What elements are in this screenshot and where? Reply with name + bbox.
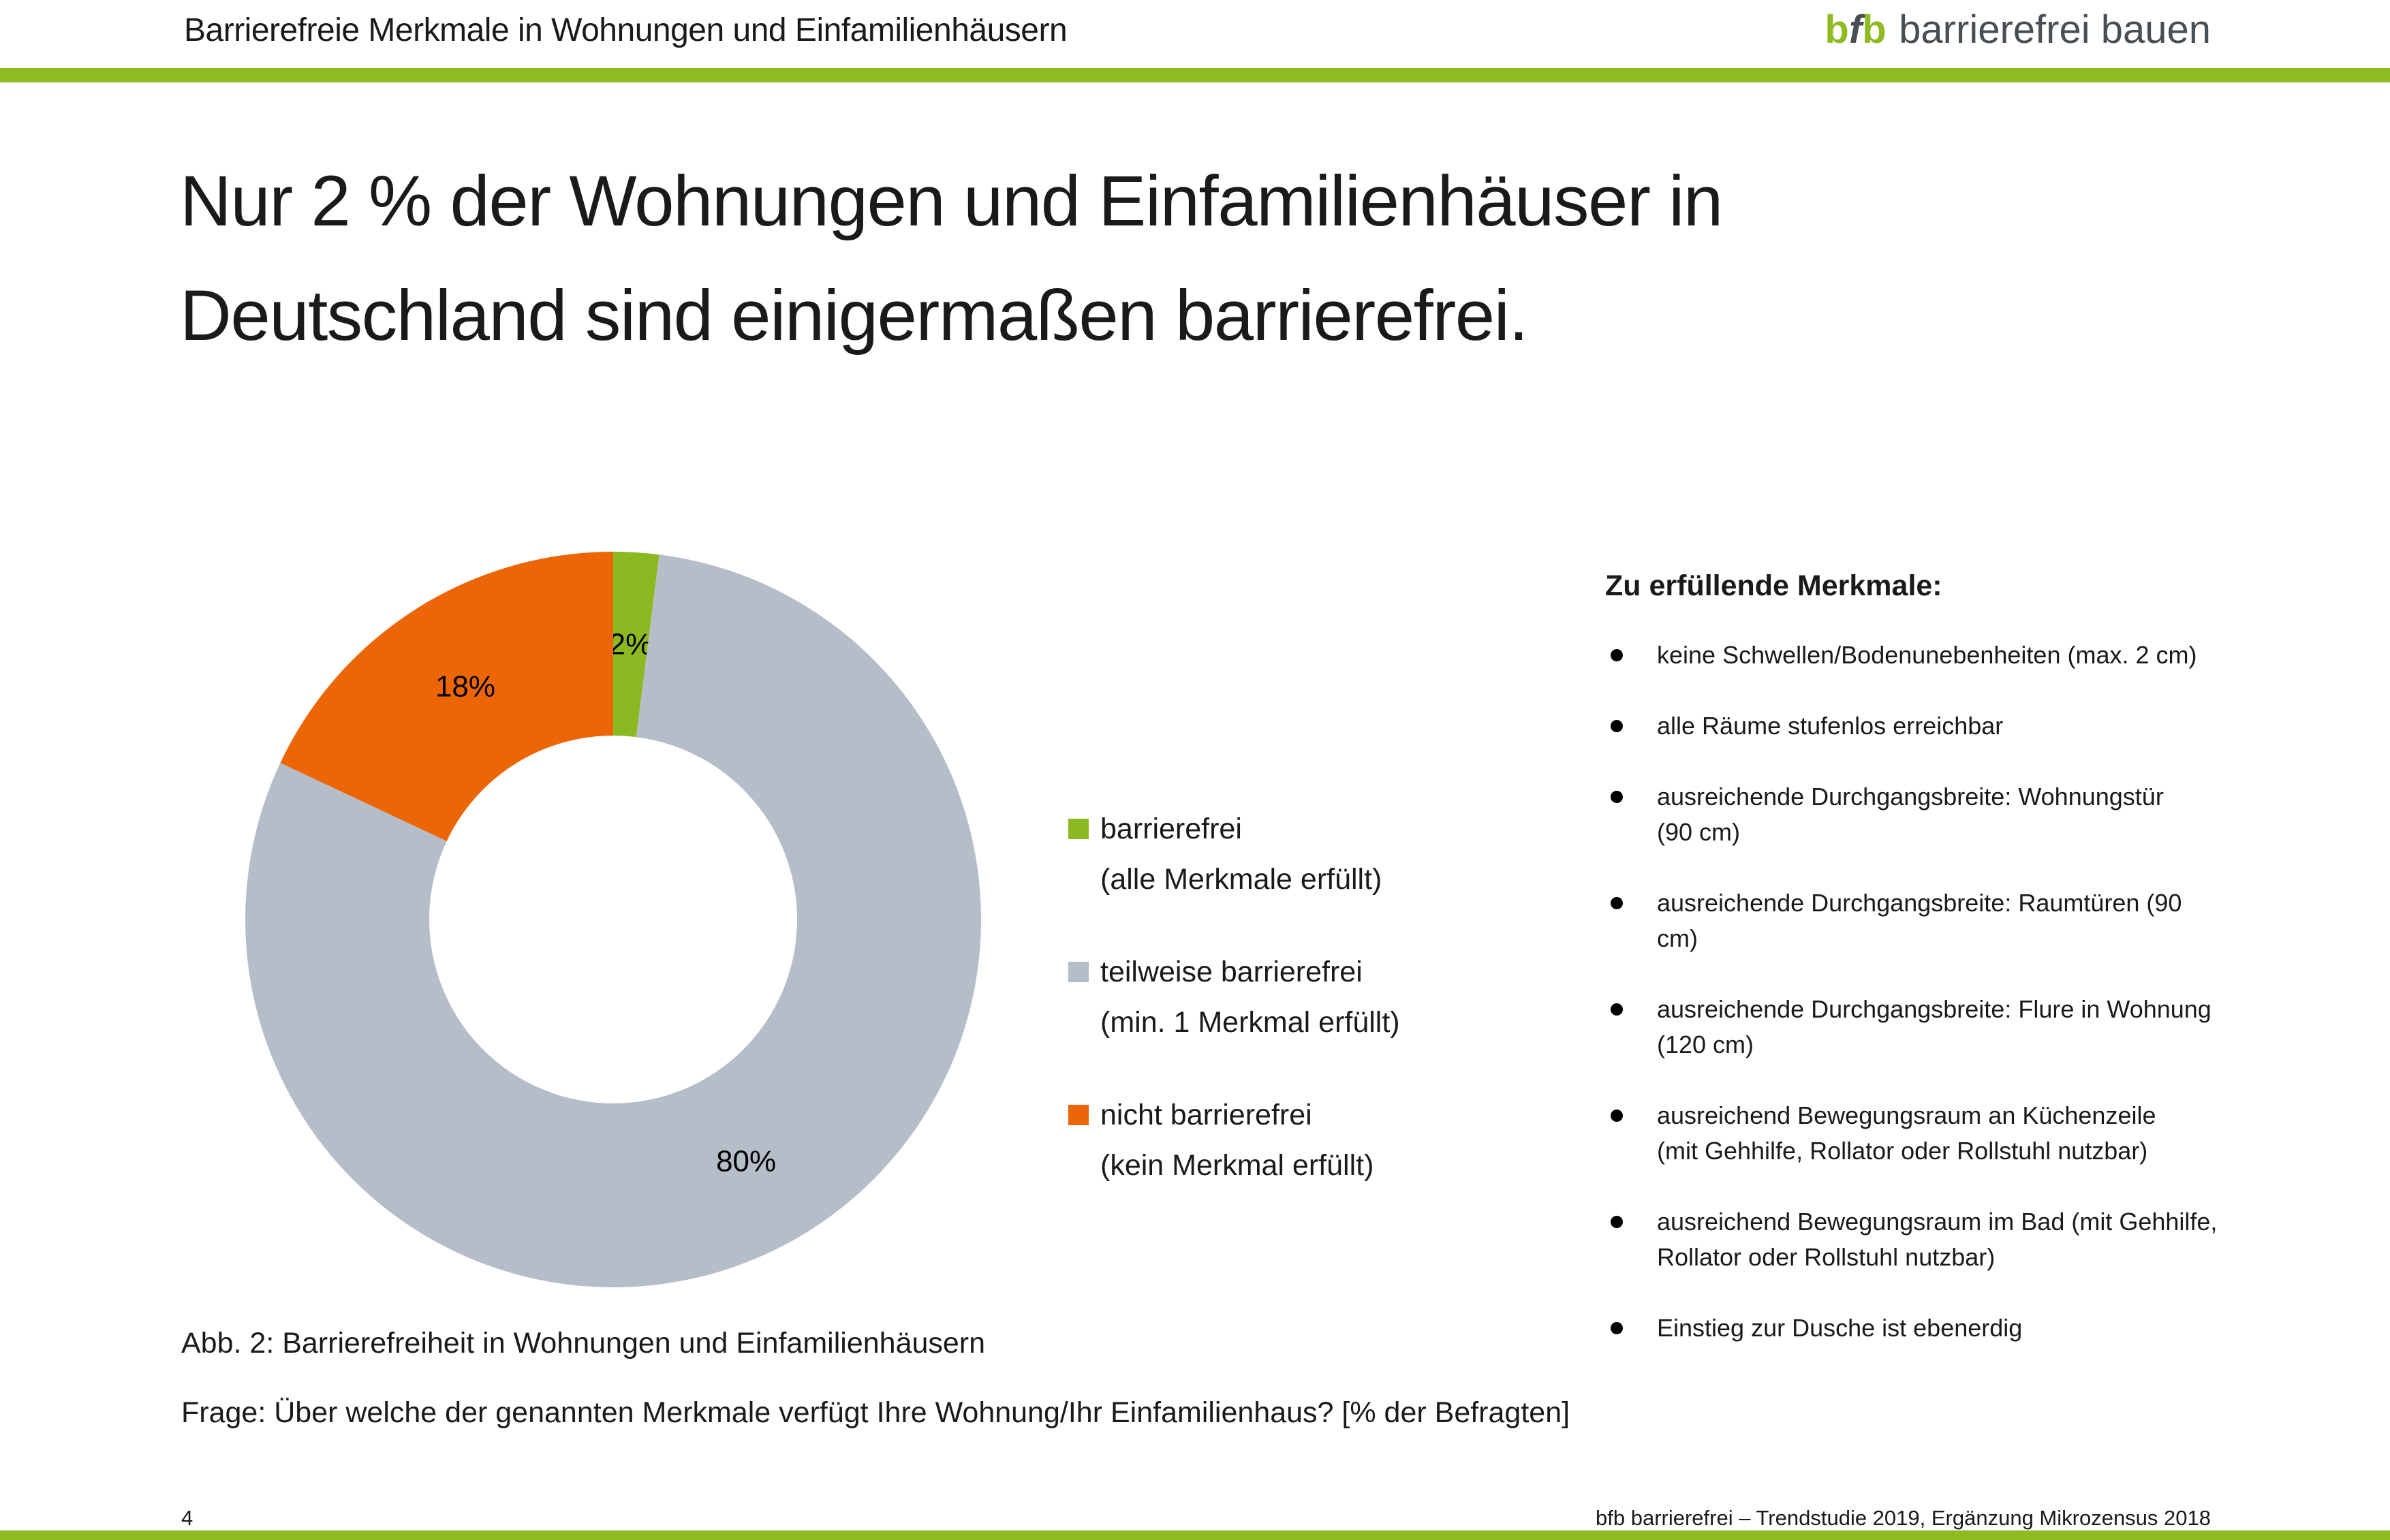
legend-item-teilweise-barrierefrei: teilweise barrierefrei (min. 1 Merkmal e… [1068, 947, 1400, 1048]
legend-label: barrierefrei [1100, 813, 1242, 845]
list-item: keine Schwellen/Bodenunebenheiten (max. … [1605, 638, 2225, 673]
donut-data-label-1: 80% [716, 1144, 776, 1178]
criteria-list: keine Schwellen/Bodenunebenheiten (max. … [1605, 638, 2225, 1346]
donut-data-label-2: 18% [435, 670, 495, 704]
list-item-text: alle Räume stufenlos erreichbar [1657, 712, 2004, 740]
list-item-text: ausreichende Durchgangsbreite: Raumtüren… [1657, 889, 2182, 952]
bullet-icon [1611, 1110, 1623, 1122]
list-item: ausreichende Durchgangsbreite: Raumtüren… [1605, 885, 2225, 956]
bullet-icon [1611, 720, 1623, 732]
chart-legend: barrierefrei (alle Merkmale erfüllt) tei… [1068, 804, 1400, 1233]
footer-source: bfb barrierefrei – Trendstudie 2019, Erg… [1596, 1506, 2211, 1530]
list-item-text: ausreichend Bewegungsraum an Küchenzeile… [1657, 1101, 2156, 1165]
donut-slice-barrierefrei [613, 552, 659, 738]
bullet-icon [1611, 1216, 1623, 1228]
legend-sublabel: (alle Merkmale erfüllt) [1100, 863, 1382, 896]
logo-b1: b [1825, 7, 1849, 52]
logo-b2: b [1862, 7, 1887, 52]
bullet-icon [1611, 1322, 1623, 1334]
survey-question-caption: Frage: Über welche der genannten Merkmal… [181, 1396, 1570, 1429]
bullet-icon [1611, 897, 1623, 909]
donut-slice-nicht-barrierefrei [280, 552, 613, 842]
legend-swatch-green [1068, 819, 1089, 839]
bfb-logo: bfb barrierefrei bauen [1825, 5, 2211, 54]
legend-swatch-gray [1068, 962, 1089, 982]
top-green-bar [0, 68, 2390, 82]
list-item: ausreichende Durchgangsbreite: Wohnungst… [1605, 779, 2225, 850]
figure-caption: Abb. 2: Barrierefreiheit in Wohnungen un… [181, 1327, 986, 1360]
list-item-text: keine Schwellen/Bodenunebenheiten (max. … [1657, 641, 2197, 669]
list-item: ausreichende Durchgangsbreite: Flure in … [1605, 992, 2225, 1063]
legend-item-barrierefrei: barrierefrei (alle Merkmale erfüllt) [1068, 804, 1400, 905]
list-item: Einstieg zur Dusche ist ebenerdig [1605, 1310, 2225, 1346]
slide-headline: Nur 2 % der Wohnungen und Einfamilienhäu… [180, 161, 1723, 356]
page-number: 4 [181, 1506, 193, 1530]
bullet-icon [1611, 1003, 1623, 1016]
logo-text: barrierefrei bauen [1899, 7, 2211, 52]
header-title: Barrierefreie Merkmale in Wohnungen und … [184, 12, 1068, 48]
list-item-text: ausreichend Bewegungsraum im Bad (mit Ge… [1657, 1208, 2218, 1271]
legend-sublabel: (min. 1 Merkmal erfüllt) [1100, 1006, 1400, 1039]
bullet-icon [1611, 649, 1623, 661]
legend-label: nicht barrierefrei [1100, 1099, 1312, 1131]
bullet-icon [1611, 791, 1623, 803]
donut-slice-teilweise-barrierefrei [245, 554, 981, 1287]
donut-chart: 2% 80% 18% [245, 552, 981, 1287]
list-item-text: ausreichende Durchgangsbreite: Flure in … [1657, 995, 2211, 1058]
donut-data-label-0: 2% [609, 627, 653, 661]
list-item: ausreichend Bewegungsraum im Bad (mit Ge… [1605, 1204, 2225, 1275]
list-item-text: Einstieg zur Dusche ist ebenerdig [1657, 1314, 2023, 1342]
bottom-green-bar [0, 1530, 2390, 1540]
legend-label: teilweise barrierefrei [1100, 956, 1363, 988]
criteria-heading: Zu erfüllende Merkmale: [1605, 569, 1942, 602]
logo-f: f [1848, 7, 1863, 52]
list-item: alle Räume stufenlos erreichbar [1605, 708, 2225, 744]
donut-chart-container: 2% 80% 18% [244, 550, 982, 1289]
list-item: ausreichend Bewegungsraum an Küchenzeile… [1605, 1098, 2225, 1169]
legend-sublabel: (kein Merkmal erfüllt) [1100, 1149, 1374, 1182]
list-item-text: ausreichende Durchgangsbreite: Wohnungst… [1657, 783, 2164, 846]
legend-swatch-orange [1068, 1105, 1089, 1125]
criteria-panel: Zu erfüllende Merkmale: keine Schwellen/… [1605, 567, 2225, 1381]
legend-item-nicht-barrierefrei: nicht barrierefrei (kein Merkmal erfüllt… [1068, 1090, 1400, 1191]
